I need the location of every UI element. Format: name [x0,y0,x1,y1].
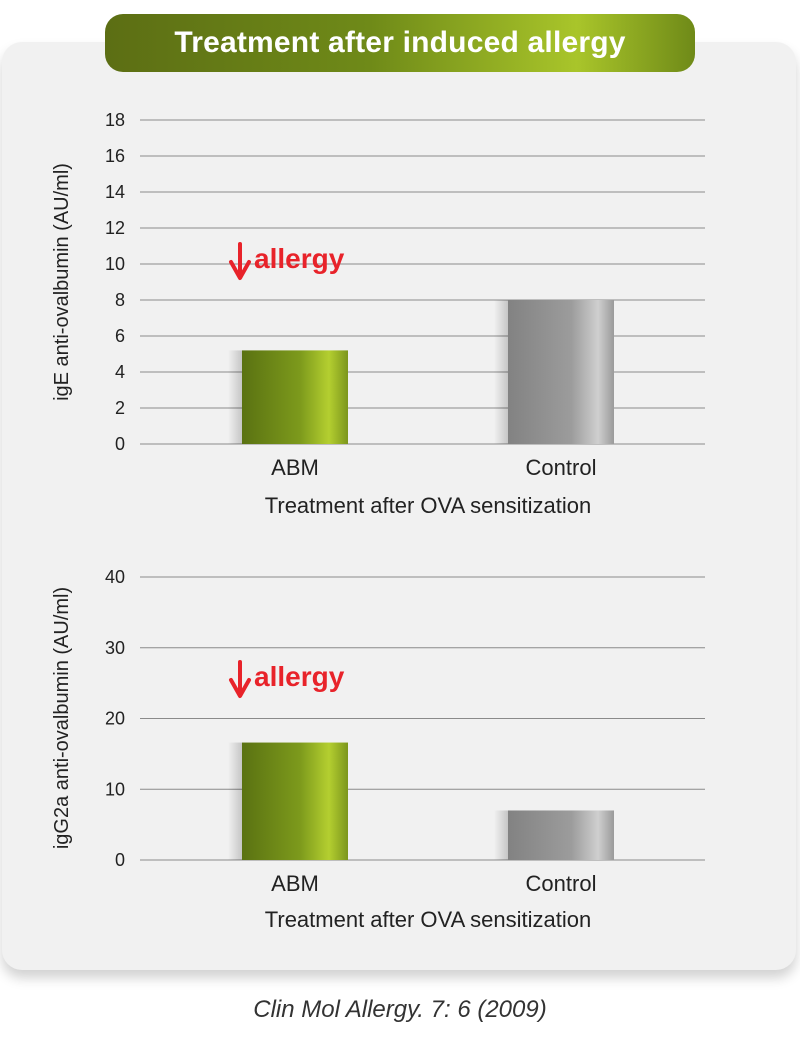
bar-shadow [228,350,242,444]
x-category-label: Control [526,871,597,896]
y-tick-label: 12 [105,218,125,238]
y-tick-label: 10 [105,254,125,274]
y-tick-label: 6 [115,326,125,346]
x-axis-label: Treatment after OVA sensitization [265,493,591,518]
y-tick-label: 18 [105,110,125,130]
y-tick-label: 2 [115,398,125,418]
allergy-annotation: allergy [254,661,345,692]
y-tick-label: 30 [105,638,125,658]
y-tick-label: 40 [105,567,125,587]
bar-abm [242,742,348,860]
ige-bar-chart: 0 2 4 6 8 10 12 14 16 18 igE anti-ovalbumin (AU/ml… [51,110,705,518]
x-axis-label: Treatment after OVA sensitization [265,907,591,932]
y-tick-label: 14 [105,182,125,202]
y-tick-label: 16 [105,146,125,166]
allergy-annotation: allergy [254,243,345,274]
bar-control [508,300,614,444]
bar-control [508,810,614,860]
y-axis-label: igG2a anti-ovalbumin (AU/ml) [51,587,73,849]
down-arrow-icon [229,660,251,698]
bar-abm [242,350,348,444]
y-axis-label: igE anti-ovalbumin (AU/ml) [51,163,73,401]
y-tick-label: 10 [105,779,125,799]
y-tick-label: 4 [115,362,125,382]
x-category-label: ABM [271,871,319,896]
down-arrow-icon [229,242,251,280]
chart-card [2,42,796,970]
y-tick-label: 0 [115,850,125,870]
igg2a-bar-chart: 0 10 20 30 40 igG2a anti-ovalbumin (AU/ml) ABM… [51,567,705,932]
x-category-label: Control [526,455,597,480]
x-category-label: ABM [271,455,319,480]
bar-shadow [228,742,242,860]
y-tick-label: 8 [115,290,125,310]
source-citation: Clin Mol Allergy. 7: 6 (2009) [253,996,547,1023]
y-tick-label: 0 [115,434,125,454]
bar-shadow [494,300,508,444]
chart-title: Treatment after induced allergy [105,14,695,72]
y-tick-label: 20 [105,709,125,729]
bar-shadow [494,810,508,860]
